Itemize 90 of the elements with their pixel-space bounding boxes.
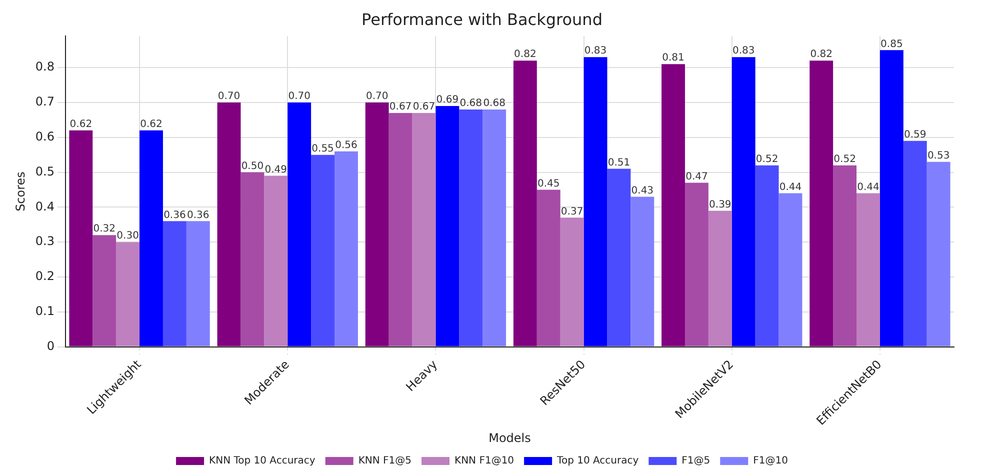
y-tick-label: 0.1 [35, 304, 54, 318]
data-label: 0.82 [514, 49, 536, 60]
bar [778, 193, 802, 346]
y-tick-label: 0 [46, 338, 54, 353]
bar [412, 112, 436, 346]
bar [186, 221, 210, 346]
bar [482, 109, 506, 346]
legend-label: Top 10 Accuracy [556, 456, 639, 467]
data-label: 0.68 [460, 98, 482, 110]
bar [584, 57, 608, 346]
legend-label: KNN F1@5 [358, 456, 412, 467]
data-label: 0.67 [412, 102, 436, 113]
bar [436, 106, 460, 346]
data-label: 0.62 [140, 119, 162, 130]
data-label: 0.44 [779, 182, 802, 193]
data-label: 0.81 [662, 52, 684, 64]
data-label: 0.52 [756, 154, 778, 165]
y-axis-title: Scores [13, 172, 28, 212]
data-label: 0.45 [537, 178, 560, 190]
bar [140, 130, 163, 346]
y-tick-label: 0.6 [35, 130, 54, 144]
bar [755, 165, 779, 346]
bar [311, 154, 335, 346]
data-label: 0.70 [366, 91, 388, 102]
data-label: 0.50 [241, 160, 264, 172]
legend-label: F1@10 [753, 456, 788, 467]
bar [708, 210, 732, 346]
data-label: 0.49 [264, 164, 288, 176]
bar [264, 176, 288, 346]
bar [365, 102, 389, 346]
legend-label: F1@5 [682, 456, 710, 467]
y-tick-label: 0.3 [35, 234, 54, 248]
data-label: 0.52 [834, 154, 856, 165]
data-label: 0.83 [732, 46, 755, 57]
bar [810, 60, 834, 346]
data-label: 0.67 [389, 102, 412, 113]
bar [334, 151, 358, 346]
bar [560, 218, 584, 346]
y-tick-label: 0.7 [35, 94, 54, 109]
bar [217, 102, 241, 346]
bar [536, 190, 560, 346]
bar [513, 60, 537, 346]
data-label: 0.32 [93, 224, 116, 235]
bar [388, 112, 412, 346]
data-label: 0.59 [904, 129, 926, 140]
bar [92, 235, 116, 346]
bar [926, 162, 950, 346]
data-label: 0.43 [631, 185, 654, 196]
data-label: 0.53 [927, 150, 950, 162]
data-label: 0.51 [608, 157, 630, 168]
y-tick-label: 0.8 [35, 60, 54, 74]
bar [630, 196, 654, 346]
data-label: 0.55 [312, 143, 334, 154]
bar [833, 165, 857, 346]
data-label: 0.68 [483, 98, 506, 110]
data-label: 0.47 [686, 171, 708, 182]
legend-label: KNN Top 10 Accuracy [209, 456, 316, 467]
data-label: 0.39 [709, 199, 732, 210]
bar [880, 50, 904, 346]
bar [607, 168, 631, 346]
bar [903, 140, 927, 346]
data-label: 0.36 [164, 210, 186, 221]
data-label: 0.70 [218, 91, 240, 102]
data-label: 0.56 [335, 140, 358, 151]
data-label: 0.85 [880, 38, 903, 50]
data-label: 0.37 [560, 206, 584, 218]
x-axis-title: Models [488, 430, 531, 445]
bar [240, 172, 264, 346]
bar [162, 221, 186, 346]
bar [732, 57, 756, 346]
y-tick-label: 0.5 [35, 164, 54, 178]
bar [288, 102, 312, 346]
data-label: 0.44 [857, 182, 880, 193]
bar [856, 193, 880, 346]
data-label: 0.30 [116, 230, 139, 242]
y-tick-label: 0.2 [35, 269, 54, 284]
data-label: 0.83 [584, 46, 607, 57]
y-tick-label: 0.4 [35, 199, 54, 214]
bar [69, 130, 93, 346]
bar [116, 242, 140, 346]
bar [684, 182, 708, 346]
data-label: 0.82 [810, 49, 832, 60]
data-label: 0.36 [187, 210, 210, 221]
chart-title: Performance with Background [362, 10, 602, 29]
data-label: 0.70 [288, 91, 310, 102]
data-label: 0.69 [436, 94, 459, 106]
bar [459, 109, 483, 346]
legend-label: KNN F1@10 [454, 456, 514, 467]
data-label: 0.62 [70, 119, 92, 130]
bar [662, 64, 685, 346]
